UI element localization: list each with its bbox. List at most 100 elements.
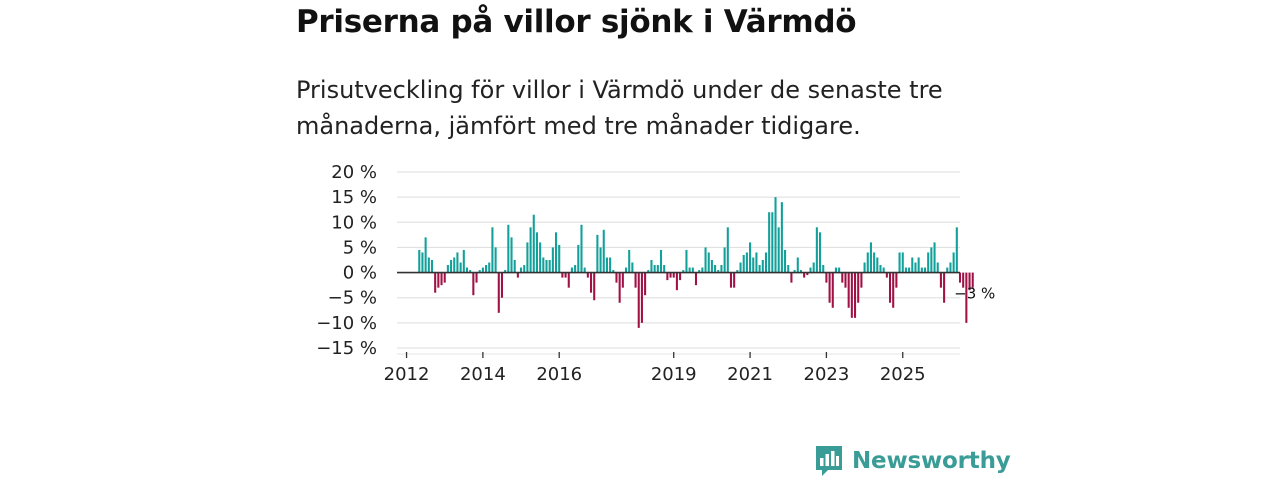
bar bbox=[930, 247, 933, 273]
bar bbox=[586, 272, 589, 278]
bar bbox=[831, 272, 834, 308]
bar bbox=[644, 272, 647, 296]
bar bbox=[488, 262, 491, 273]
bar bbox=[815, 227, 818, 273]
bar bbox=[739, 262, 742, 273]
bar bbox=[450, 260, 453, 273]
bars bbox=[418, 197, 974, 328]
bar bbox=[962, 272, 965, 288]
y-tick-label: 20 % bbox=[331, 162, 377, 183]
x-tick-label: 2016 bbox=[536, 364, 582, 385]
bar bbox=[596, 234, 599, 273]
gridlines bbox=[397, 171, 960, 349]
bar bbox=[892, 272, 895, 308]
bar bbox=[542, 257, 545, 273]
bar bbox=[882, 267, 885, 273]
bar bbox=[430, 260, 434, 273]
x-tick-label: 2021 bbox=[727, 364, 773, 385]
bar bbox=[535, 232, 538, 273]
newsworthy-logo: Newsworthy bbox=[814, 444, 1011, 478]
bar bbox=[628, 249, 631, 273]
bar bbox=[873, 252, 876, 273]
bar bbox=[749, 242, 752, 273]
bar bbox=[500, 272, 504, 298]
bar bbox=[971, 272, 974, 288]
bar bbox=[774, 197, 777, 273]
bar bbox=[478, 270, 481, 273]
x-axis-ticks: 2012 2014 2016 2019 2021 2023 2025 bbox=[384, 352, 960, 385]
bar bbox=[462, 249, 465, 273]
bar bbox=[675, 272, 678, 291]
bar bbox=[618, 272, 621, 303]
bar bbox=[440, 272, 443, 286]
bar bbox=[923, 267, 927, 273]
bar bbox=[561, 272, 564, 278]
bar bbox=[672, 272, 675, 278]
bar bbox=[526, 242, 529, 273]
bar bbox=[965, 272, 968, 323]
bar bbox=[685, 249, 688, 273]
bar bbox=[895, 272, 898, 288]
bar bbox=[631, 262, 634, 273]
bar bbox=[504, 270, 507, 273]
bar bbox=[574, 265, 577, 273]
x-tick-label: 2023 bbox=[804, 364, 850, 385]
bar bbox=[850, 272, 853, 318]
bar bbox=[698, 270, 701, 273]
bar bbox=[529, 227, 532, 273]
bar bbox=[968, 272, 971, 291]
bar bbox=[659, 249, 663, 273]
bar bbox=[570, 267, 573, 273]
newsworthy-logo-icon bbox=[816, 446, 842, 476]
bar bbox=[869, 242, 872, 273]
x-tick-label: 2014 bbox=[460, 364, 506, 385]
bar bbox=[908, 267, 911, 273]
bar bbox=[780, 202, 783, 273]
bar bbox=[838, 267, 841, 273]
bar bbox=[494, 247, 497, 273]
bar bbox=[914, 262, 917, 273]
bar bbox=[844, 272, 847, 288]
bar bbox=[577, 244, 580, 273]
bar bbox=[691, 267, 694, 273]
bar bbox=[768, 212, 771, 273]
bar bbox=[615, 272, 618, 283]
bar bbox=[453, 257, 456, 273]
bar bbox=[885, 272, 888, 278]
bar bbox=[834, 267, 837, 273]
bar bbox=[624, 267, 628, 273]
chart-subtitle: Prisutveckling för villor i Värmdö under… bbox=[296, 76, 943, 140]
bar bbox=[822, 265, 825, 273]
bar bbox=[771, 212, 774, 273]
bar bbox=[545, 260, 548, 273]
bar bbox=[717, 270, 720, 273]
bar bbox=[704, 247, 707, 273]
bar bbox=[955, 227, 958, 273]
bar bbox=[958, 272, 962, 283]
bar bbox=[879, 265, 882, 273]
bar bbox=[825, 272, 828, 283]
bar bbox=[418, 249, 421, 273]
x-tick-label: 2019 bbox=[651, 364, 697, 385]
bar bbox=[679, 272, 682, 281]
bar bbox=[946, 267, 949, 273]
bar bbox=[917, 257, 920, 273]
bar bbox=[599, 247, 602, 273]
bar bbox=[876, 257, 879, 273]
bar bbox=[609, 257, 612, 273]
x-tick-label: 2025 bbox=[880, 364, 926, 385]
bar bbox=[933, 242, 936, 273]
bar bbox=[465, 267, 469, 273]
bar bbox=[443, 272, 446, 283]
bar bbox=[491, 227, 494, 273]
bar bbox=[812, 262, 815, 273]
bar bbox=[421, 252, 424, 273]
bar bbox=[742, 254, 745, 273]
bar bbox=[555, 232, 558, 273]
bar bbox=[901, 252, 904, 273]
y-tick-label: −10 % bbox=[316, 313, 377, 334]
bar bbox=[507, 224, 510, 273]
bar bbox=[520, 267, 523, 273]
bar bbox=[911, 257, 914, 273]
bar bbox=[564, 272, 567, 278]
